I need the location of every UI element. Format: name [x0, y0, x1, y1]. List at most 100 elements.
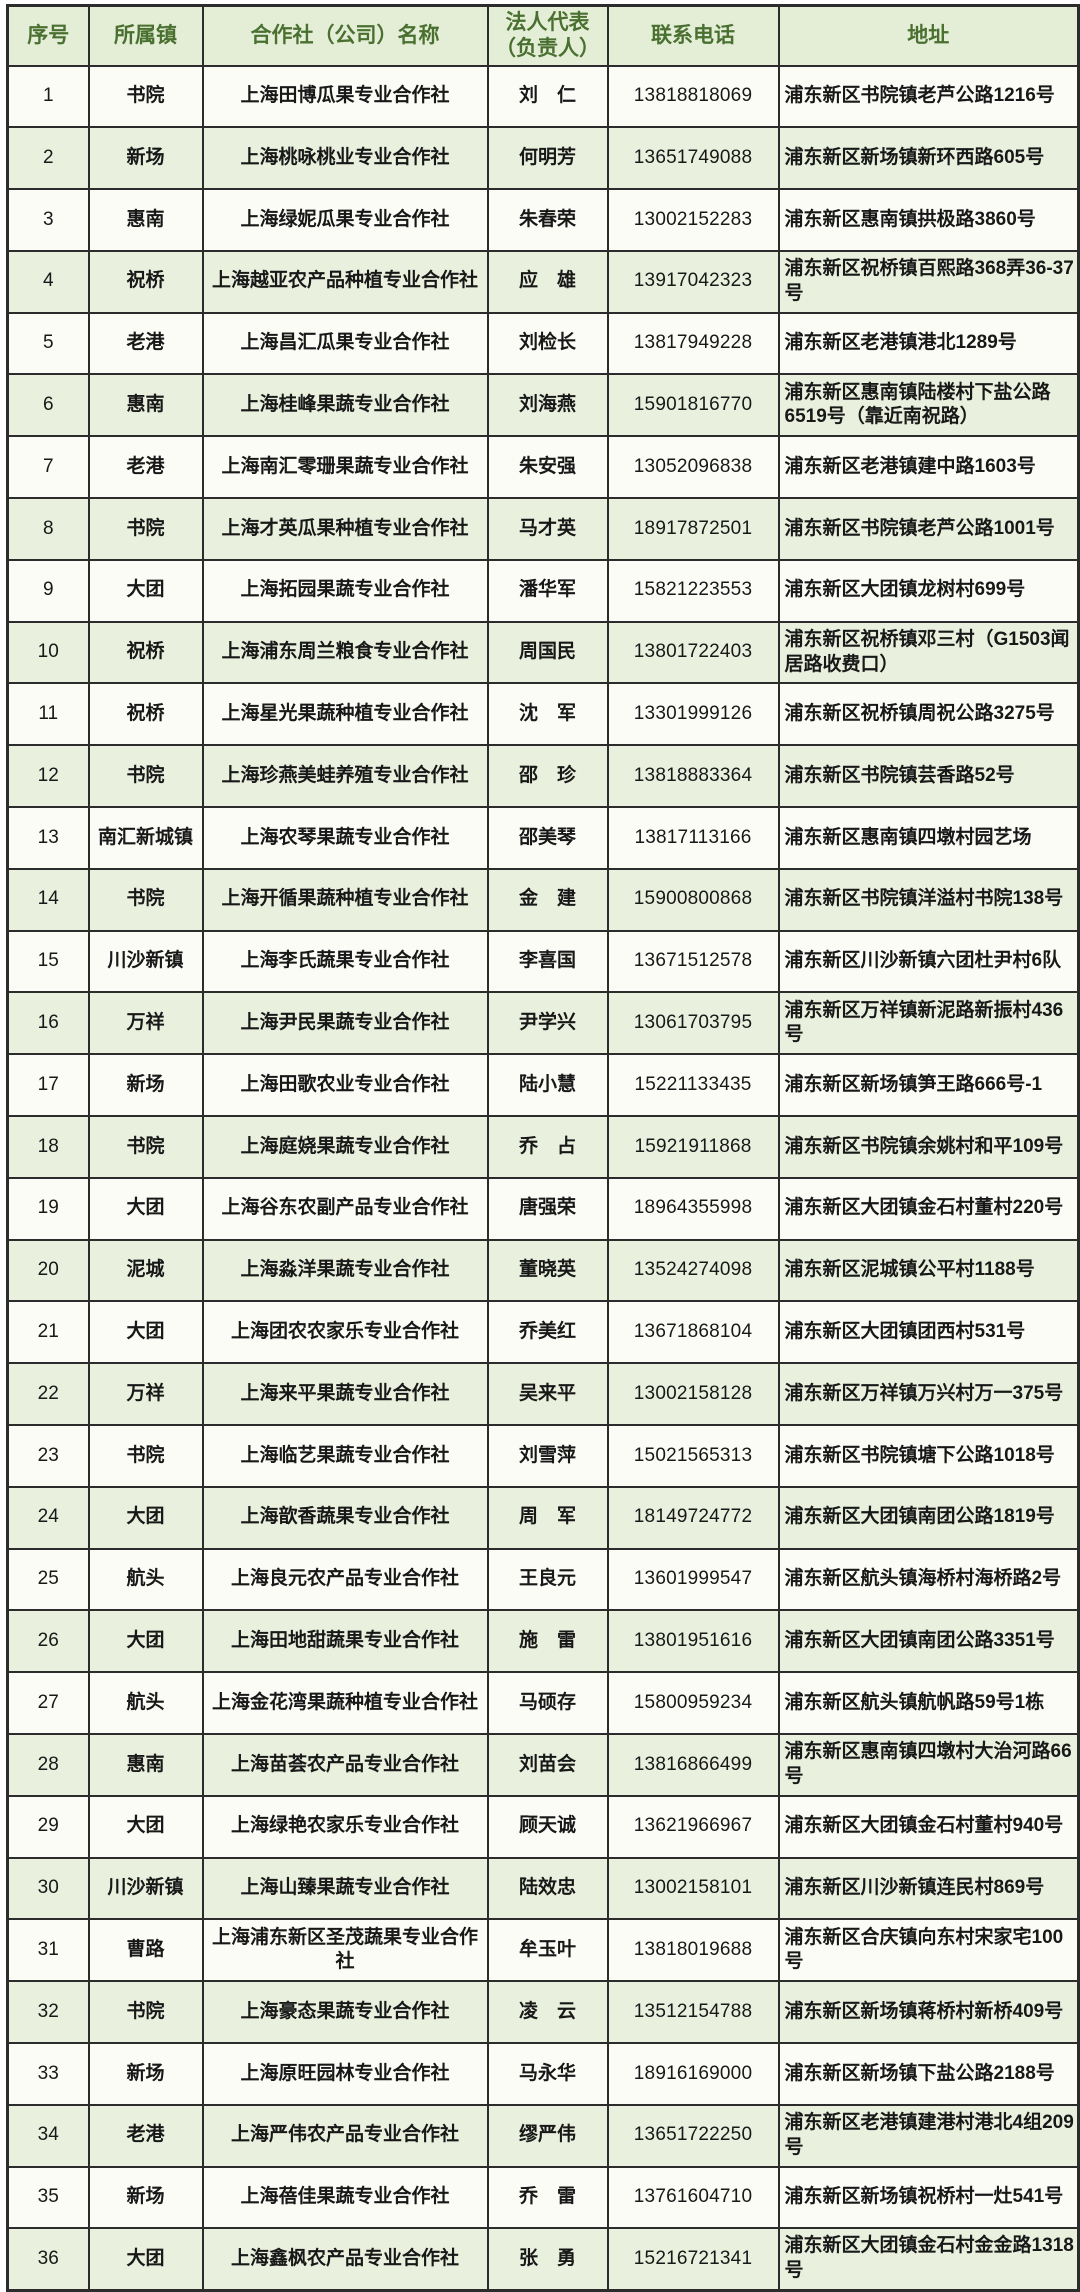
- cell-rep: 施 雷: [486, 1609, 609, 1674]
- cell-rep: 金 建: [486, 867, 609, 932]
- cell-address: 浦东新区合庆镇向东村宋家宅100号: [777, 1918, 1080, 1983]
- cell-phone: 13817949228: [606, 311, 780, 376]
- cell-address: 浦东新区川沙新镇六团杜尹村6队: [777, 929, 1080, 994]
- cell-rep: 刘 仁: [486, 64, 609, 129]
- cell-no: 27: [6, 1671, 90, 1736]
- cell-phone: 13002158101: [606, 1856, 780, 1921]
- table-row: 20 泥城 上海淼洋果蔬专业合作社 董晓英 13524274098 浦东新区泥城镇公平村1…: [6, 1238, 1080, 1303]
- cell-address: 浦东新区书院镇老芦公路1216号: [777, 64, 1080, 129]
- cell-name: 上海绿艳农家乐专业合作社: [201, 1794, 489, 1859]
- cell-phone: 13301999126: [606, 682, 780, 747]
- cell-rep: 凌 云: [486, 1980, 609, 2044]
- cell-address: 浦东新区大团镇团西村531号: [777, 1300, 1080, 1365]
- table-row: 21 大团 上海团农农家乐专业合作社 乔美红 13671868104 浦东新区大团镇团西村…: [6, 1300, 1080, 1365]
- cell-address: 浦东新区新场镇祝桥村一灶541号: [777, 2165, 1080, 2230]
- cell-address: 浦东新区祝桥镇周祝公路3275号: [777, 682, 1080, 747]
- cell-address: 浦东新区书院镇余姚村和平109号: [777, 1115, 1080, 1179]
- cell-town: 万祥: [87, 991, 204, 1056]
- cell-phone: 13801722403: [606, 620, 780, 685]
- cell-no: 10: [6, 620, 90, 685]
- cell-name: 上海农琴果蔬专业合作社: [201, 806, 489, 870]
- cell-phone: 13651749088: [606, 126, 780, 191]
- table-row: 34 老港 上海严伟农产品专业合作社 缪严伟 13651722250 浦东新区老港镇建港村…: [6, 2103, 1080, 2168]
- cell-town: 南汇新城镇: [87, 806, 204, 870]
- cell-phone: 15821223553: [606, 558, 780, 623]
- cell-town: 泥城: [87, 1238, 204, 1303]
- cell-address: 浦东新区万祥镇万兴村万一375号: [777, 1362, 1080, 1427]
- col-header-town: 所属镇: [87, 4, 204, 67]
- cell-town: 万祥: [87, 1362, 204, 1427]
- cell-town: 书院: [87, 1424, 204, 1488]
- table-row: 36 大团 上海鑫枫农产品专业合作社张 勇 15216721341 浦东新区大团镇金石村…: [6, 2227, 1080, 2292]
- cell-address: 浦东新区老港镇港北1289号: [777, 311, 1080, 376]
- cell-name: 上海田地甜蔬果专业合作社: [201, 1609, 489, 1674]
- cell-town: 惠南: [87, 1733, 204, 1797]
- table-row: 22 万祥 上海来平果蔬专业合作社 吴来平 13002158128 浦东新区万祥镇万兴村万…: [6, 1362, 1080, 1427]
- cell-phone: 18917872501: [606, 497, 780, 561]
- cell-name: 上海谷东农副产品专业合作社: [201, 1176, 489, 1241]
- table-row: 6 惠南 上海桂峰果蔬专业合作社 刘海燕 15901816770 浦东新区惠南镇陆楼村下盐…: [6, 373, 1080, 438]
- cell-no: 26: [6, 1609, 90, 1674]
- cell-phone: 18149724772: [606, 1485, 780, 1550]
- cell-name: 上海山臻果蔬专业合作社: [201, 1856, 489, 1921]
- cell-rep: 吴来平: [486, 1362, 609, 1427]
- cell-name: 上海开循果蔬种植专业合作社: [201, 867, 489, 932]
- cell-no: 14: [6, 867, 90, 932]
- cell-rep: 乔 雷: [486, 2165, 609, 2230]
- cell-town: 大团: [87, 1609, 204, 1674]
- cell-rep: 刘雪萍: [486, 1424, 609, 1488]
- cell-address: 浦东新区大团镇龙树村699号: [777, 558, 1080, 623]
- cell-name: 上海原旺园林专业合作社: [201, 2042, 489, 2106]
- cell-rep: 马硕存: [486, 1671, 609, 1736]
- cell-address: 浦东新区万祥镇新泥路新振村436号: [777, 991, 1080, 1056]
- cell-rep: 缪严伟: [486, 2103, 609, 2168]
- cell-name: 上海庭娆果蔬专业合作社: [201, 1115, 489, 1179]
- cell-rep: 潘华军: [486, 558, 609, 623]
- cell-phone: 15800959234: [606, 1671, 780, 1736]
- cell-name: 上海拓园果蔬专业合作社: [201, 558, 489, 623]
- cell-town: 川沙新镇: [87, 1856, 204, 1921]
- cell-no: 21: [6, 1300, 90, 1365]
- cell-rep: 王良元: [486, 1547, 609, 1612]
- cell-no: 33: [6, 2042, 90, 2106]
- cell-town: 新场: [87, 2042, 204, 2106]
- cell-name: 上海昌汇瓜果专业合作社: [201, 311, 489, 376]
- table-row: 7 老港 上海南汇零珊果蔬专业合作社 朱安强 13052096838 浦东新区老港镇建中路…: [6, 435, 1080, 500]
- cell-phone: 13818019688: [606, 1918, 780, 1983]
- cell-no: 35: [6, 2165, 90, 2230]
- cell-rep: 李喜国: [486, 929, 609, 994]
- table-row: 10 祝桥 上海浦东周兰粮食专业合作社 周国民 13801722403 浦东新区祝桥镇邓三…: [6, 620, 1080, 685]
- cell-no: 8: [6, 497, 90, 561]
- table-row: 2 新场 上海桃咏桃业专业合作社 何明芳 13651749088 浦东新区新场镇新环西路6…: [6, 126, 1080, 191]
- table-body: 1 书院 上海田博瓜果专业合作社刘 仁 13818818069 浦东新区书院镇老芦公路1…: [6, 64, 1080, 2292]
- cell-town: 航头: [87, 1547, 204, 1612]
- cell-name: 上海浦东新区圣茂蔬果专业合作社: [201, 1918, 489, 1983]
- cell-address: 浦东新区书院镇洋溢村书院138号: [777, 867, 1080, 932]
- cell-no: 15: [6, 929, 90, 994]
- cell-no: 9: [6, 558, 90, 623]
- cell-name: 上海团农农家乐专业合作社: [201, 1300, 489, 1365]
- col-header-address: 地址: [777, 4, 1080, 67]
- cell-no: 2: [6, 126, 90, 191]
- cell-no: 31: [6, 1918, 90, 1983]
- cell-town: 书院: [87, 867, 204, 932]
- cell-phone: 13761604710: [606, 2165, 780, 2230]
- cell-phone: 15900800868: [606, 867, 780, 932]
- cell-no: 12: [6, 744, 90, 809]
- cell-name: 上海南汇零珊果蔬专业合作社: [201, 435, 489, 500]
- cell-rep: 沈 军: [486, 682, 609, 747]
- table-row: 28 惠南 上海苗荟农产品专业合作社 刘苗会 13816866499 浦东新区惠南镇四墩村…: [6, 1733, 1080, 1797]
- cell-rep: 乔美红: [486, 1300, 609, 1365]
- cell-rep: 张 勇: [486, 2227, 609, 2292]
- cell-no: 3: [6, 188, 90, 252]
- cell-address: 浦东新区惠南镇四墩村大治河路66号: [777, 1733, 1080, 1797]
- cell-no: 18: [6, 1115, 90, 1179]
- col-header-phone: 联系电话: [606, 4, 780, 67]
- cell-phone: 15921911868: [606, 1115, 780, 1179]
- cell-town: 新场: [87, 126, 204, 191]
- table-row: 35 新场 上海蓓佳果蔬专业合作社乔 雷 13761604710 浦东新区新场镇祝桥村一…: [6, 2165, 1080, 2230]
- cell-name: 上海淼洋果蔬专业合作社: [201, 1238, 489, 1303]
- table-row: 33 新场 上海原旺园林专业合作社 马永华 18916169000 浦东新区新场镇下盐公路…: [6, 2042, 1080, 2106]
- cell-name: 上海田歌农业专业合作社: [201, 1053, 489, 1118]
